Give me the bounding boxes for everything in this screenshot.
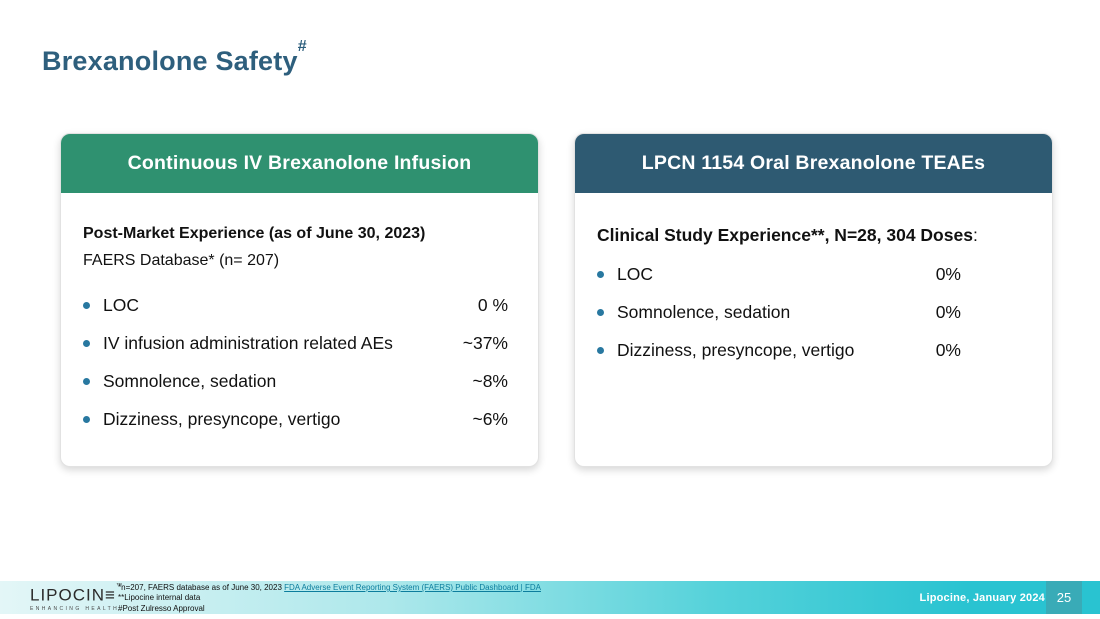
- footnote-line-2: **Lipocine internal data: [118, 593, 201, 603]
- intro-bold: Post-Market Experience (as of June 30, 2…: [83, 225, 426, 242]
- item-value: ~37%: [462, 332, 508, 353]
- item-value: ~6%: [472, 408, 508, 429]
- bullet-icon: [83, 339, 90, 347]
- bullet-list: LOC 0 % IV infusion administration relat…: [83, 286, 514, 438]
- list-item: Dizziness, presyncope, vertigo ~6%: [83, 400, 508, 438]
- page-number-box: 25: [1046, 581, 1082, 614]
- footnote-line-1: *n=207, FAERS database as of June 30, 20…: [118, 583, 541, 593]
- item-label: Dizziness, presyncope, vertigo: [103, 408, 341, 429]
- page-title-text: Brexanolone Safety: [42, 46, 298, 76]
- item-value: ~8%: [472, 370, 508, 391]
- item-label: Dizziness, presyncope, vertigo: [617, 339, 855, 360]
- card-header-label: LPCN 1154 Oral Brexanolone TEAEs: [641, 152, 986, 174]
- list-item: IV infusion administration related AEs ~…: [83, 324, 508, 362]
- lipocine-tagline: ENHANCING HEALTH: [30, 605, 120, 612]
- intro-regular: FAERS Database* (n= 207): [83, 252, 280, 269]
- intro-suffix: :: [972, 225, 978, 245]
- lipocine-logo: LIPOCIN≡™ ENHANCING HEALTH: [30, 583, 122, 612]
- intro-bold: Clinical Study Experience**, N=28, 304 D…: [597, 220, 1028, 250]
- card-iv-brexanolone: Continuous IV Brexanolone Infusion Post-…: [60, 133, 539, 467]
- bullet-icon: [597, 308, 604, 316]
- bullet-list: LOC 0% Somnolence, sedation 0% Dizziness…: [597, 255, 1028, 369]
- page-title: Brexanolone Safety#: [42, 38, 307, 77]
- lipocine-logo-wordmark: LIPOCIN≡™: [30, 583, 122, 605]
- footnote-1-text: *n=207, FAERS database as of June 30, 20…: [118, 583, 285, 592]
- logo-text: LIPOCIN: [30, 585, 106, 605]
- trademark-icon: ™: [115, 583, 122, 589]
- item-value: 0%: [935, 339, 961, 360]
- footnote-line-3: #Post Zulresso Approval: [118, 603, 205, 613]
- footnotes: *n=207, FAERS database as of June 30, 20…: [118, 583, 541, 614]
- list-item: Somnolence, sedation 0%: [597, 293, 961, 331]
- footer-credit: Lipocine, January 2024: [919, 591, 1045, 604]
- item-value: 0%: [935, 301, 961, 322]
- bullet-icon: [597, 270, 604, 278]
- item-label: Somnolence, sedation: [617, 301, 791, 322]
- card-body-iv: Post-Market Experience (as of June 30, 2…: [61, 193, 538, 438]
- card-header-lpcn: LPCN 1154 Oral Brexanolone TEAEs: [575, 134, 1052, 193]
- list-item: LOC 0 %: [83, 286, 508, 324]
- list-item: LOC 0%: [597, 255, 961, 293]
- logo-e-icon: ≡: [105, 585, 116, 605]
- bullet-icon: [83, 301, 90, 309]
- item-label: LOC: [103, 294, 139, 315]
- bullet-icon: [83, 415, 90, 423]
- bullet-icon: [83, 377, 90, 385]
- page-number: 25: [1056, 590, 1072, 605]
- bullet-icon: [597, 346, 604, 354]
- title-superscript: #: [297, 38, 307, 55]
- card-header-label: Continuous IV Brexanolone Infusion: [127, 152, 472, 174]
- item-label: Somnolence, sedation: [103, 370, 277, 391]
- item-label: IV infusion administration related AEs: [103, 332, 393, 353]
- list-item: Dizziness, presyncope, vertigo 0%: [597, 331, 961, 369]
- item-value: 0%: [935, 263, 961, 284]
- item-value: 0 %: [477, 294, 508, 315]
- footer-band: LIPOCIN≡™ ENHANCING HEALTH *n=207, FAERS…: [0, 581, 1100, 614]
- faers-dashboard-link[interactable]: FDA Adverse Event Reporting System (FAER…: [284, 583, 541, 592]
- card-lpcn-1154: LPCN 1154 Oral Brexanolone TEAEs Clinica…: [574, 133, 1053, 467]
- list-item: Somnolence, sedation ~8%: [83, 362, 508, 400]
- intro-bold-text: Clinical Study Experience**, N=28, 304 D…: [597, 225, 973, 245]
- card-header-iv: Continuous IV Brexanolone Infusion: [61, 134, 538, 193]
- item-label: LOC: [617, 263, 653, 284]
- card-body-lpcn: Clinical Study Experience**, N=28, 304 D…: [575, 193, 1052, 369]
